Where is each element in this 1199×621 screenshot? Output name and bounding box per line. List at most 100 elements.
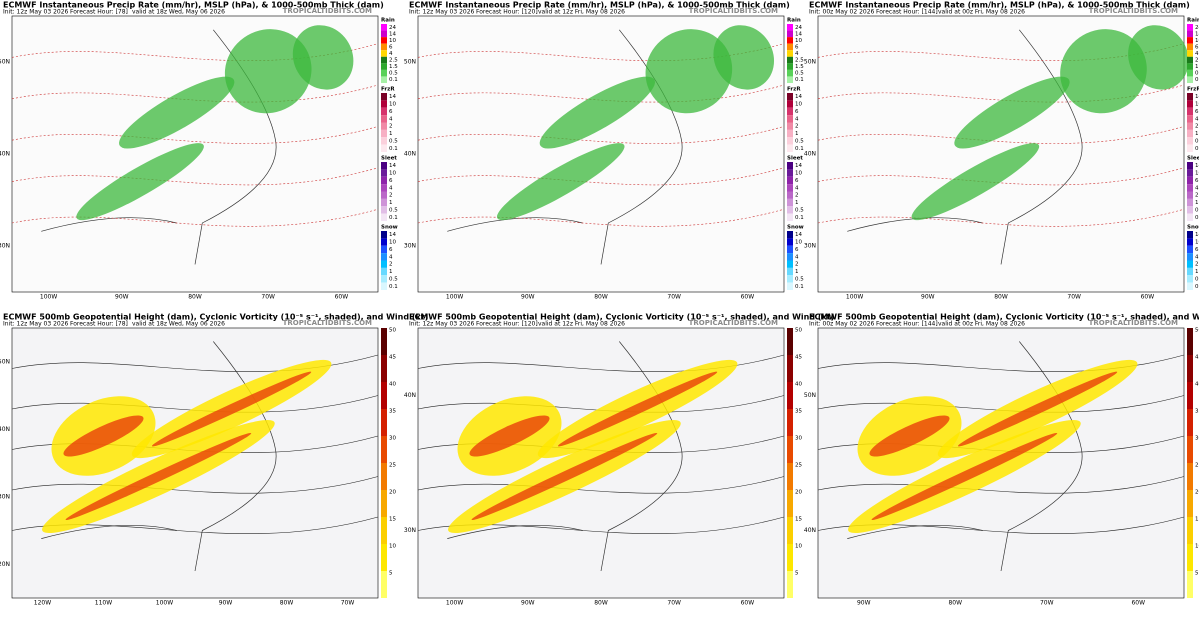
legend-tick: 14 — [1195, 94, 1199, 100]
legend-swatch — [787, 129, 793, 138]
legend-swatch — [787, 275, 793, 283]
lat-label: 50N — [804, 392, 816, 399]
legend-swatch — [787, 282, 793, 290]
legend-tick: 0.1 — [389, 77, 398, 83]
panel: ECMWF Instantaneous Precip Rate (mm/hr),… — [0, 1, 398, 301]
legend-swatch — [381, 37, 387, 44]
forecast-hour: Forecast Hour: [120] — [476, 321, 538, 328]
legend-tick: 2.5 — [389, 58, 398, 64]
valid-time: valid at 12z Fri, May 08 2026 — [538, 9, 625, 16]
legend-swatch — [787, 30, 793, 38]
legend-swatch — [381, 115, 387, 123]
legend-swatch — [1187, 162, 1193, 170]
contour — [817, 476, 1185, 494]
contour — [417, 167, 785, 186]
legend-tick: 4 — [1195, 185, 1199, 191]
legend-tick: 2.5 — [1195, 58, 1199, 64]
legend-swatch — [787, 107, 793, 116]
contour — [817, 84, 1185, 103]
source-watermark: TROPICALTIDBITS.COM — [689, 319, 778, 327]
legend-tick: 2 — [389, 193, 393, 199]
legend-tick: 6 — [389, 178, 393, 184]
contour — [11, 208, 379, 227]
init-time: Init: 00z May 02 2026 — [809, 321, 875, 328]
legend-tick: 50 — [795, 328, 802, 334]
legend-swatch — [787, 198, 793, 207]
precip-area — [76, 143, 204, 221]
legend-tick: 24 — [1195, 25, 1199, 31]
legend-swatch — [787, 162, 793, 170]
legend-swatch — [1187, 76, 1193, 83]
init-time: Init: 12z May 03 2026 — [409, 321, 475, 328]
init-time: Init: 12z May 03 2026 — [3, 9, 69, 16]
legend-tick: 0.5 — [795, 276, 804, 282]
legend-swatch — [787, 122, 793, 130]
precip-area — [539, 76, 655, 149]
panel-title: ECMWF Instantaneous Precip Rate (mm/hr),… — [409, 1, 790, 10]
legend-swatch — [381, 206, 387, 214]
precip-area — [954, 76, 1070, 149]
legend-swatch — [787, 24, 793, 31]
legend-tick: 0.5 — [1195, 207, 1199, 213]
legend-swatch — [1187, 63, 1193, 70]
legend-swatch — [381, 253, 387, 261]
contour — [417, 43, 785, 61]
lon-label: 100W — [446, 294, 463, 301]
legend-tick: 1.5 — [389, 64, 398, 70]
legend-tick: 0.5 — [389, 207, 398, 213]
legend-swatch — [381, 122, 387, 130]
legend-tick: 10 — [1195, 171, 1199, 177]
legend-swatch — [787, 69, 793, 77]
legend-tick: 35 — [389, 409, 396, 415]
legend-swatch — [381, 213, 387, 221]
legend-swatch — [381, 409, 387, 436]
contour — [817, 395, 1185, 413]
forecast-hour: Forecast Hour: [78] — [70, 9, 128, 16]
legend-tick: 4 — [1195, 116, 1199, 122]
legend-tick: 24 — [795, 25, 802, 31]
legend-tick: 0.1 — [795, 146, 804, 152]
contour — [11, 476, 379, 494]
vorticity-core — [871, 432, 1058, 521]
contour — [417, 126, 785, 144]
legend-swatch — [1187, 93, 1193, 101]
legend-tick: 4 — [795, 51, 799, 57]
legend-swatch — [381, 107, 387, 116]
legend-tick: 0.5 — [1195, 71, 1199, 77]
legend-tick: 0.1 — [795, 215, 804, 221]
legend-tick: 50 — [1195, 328, 1199, 334]
legend-swatch — [381, 24, 387, 31]
lon-label: 90W — [219, 600, 233, 607]
lon-label: 80W — [994, 294, 1008, 301]
legend-swatch — [1187, 463, 1193, 490]
legend-tick: 20 — [795, 490, 802, 496]
legend-swatch — [381, 100, 387, 108]
legend-swatch — [381, 198, 387, 207]
legend-swatch — [381, 517, 387, 544]
legend-group-name: Sleet — [1187, 156, 1199, 162]
legend-tick: 14 — [389, 94, 396, 100]
precip-area — [1060, 29, 1147, 114]
legend-swatch — [787, 571, 793, 598]
legend-tick: 0.1 — [1195, 77, 1199, 83]
legend-swatch — [381, 245, 387, 254]
legend-tick: 40 — [1195, 382, 1199, 388]
lat-label: 30N — [0, 243, 10, 250]
legend-tick: 35 — [1195, 409, 1199, 415]
legend-swatch — [787, 184, 793, 192]
legend-tick: 10 — [389, 38, 396, 44]
legend-tick: 2 — [795, 124, 799, 130]
lon-label: 80W — [594, 600, 608, 607]
precip-area — [713, 25, 775, 90]
legend-swatch — [381, 184, 387, 192]
lon-label: 80W — [594, 294, 608, 301]
legend-swatch — [787, 382, 793, 409]
legend-tick: 0.5 — [1195, 276, 1199, 282]
legend-tick: 45 — [795, 355, 802, 361]
lat-label: 50N — [0, 59, 10, 66]
legend-swatch — [381, 571, 387, 598]
legend-group-name: Rain — [381, 18, 395, 24]
legend-tick: 10 — [1195, 544, 1199, 550]
legend-tick: 1 — [795, 269, 799, 275]
init-time: Init: 12z May 03 2026 — [409, 9, 475, 16]
